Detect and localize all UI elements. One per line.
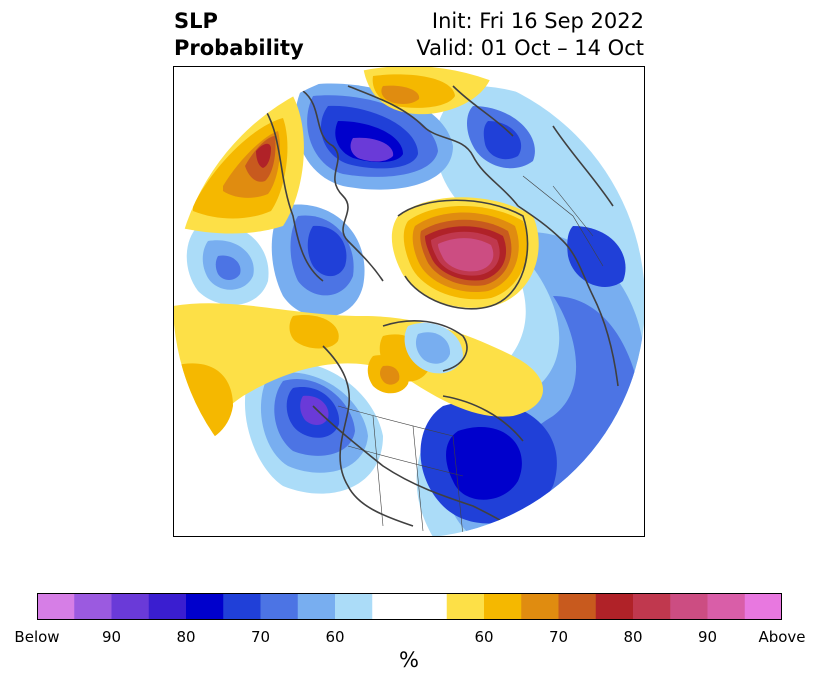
- colorbar-cell: [74, 593, 112, 620]
- colorbar: [37, 593, 782, 620]
- colorbar-cell: [37, 593, 75, 620]
- colorbar-tick-label: 60: [474, 628, 494, 646]
- colorbar-cell: [335, 593, 373, 620]
- probability-field: [173, 66, 645, 537]
- valid-period: Init: Fri 16 Sep 2022 Valid: 01 Oct – 14…: [416, 8, 644, 62]
- colorbar-tick-label: Above: [758, 628, 806, 646]
- colorbar-cell: [260, 593, 299, 620]
- colorbar-cell: [744, 593, 782, 620]
- colorbar-tick-label: 80: [176, 628, 196, 646]
- colorbar-cell: [223, 593, 261, 620]
- colorbar-tick-label: 90: [697, 628, 718, 646]
- colorbar-cell: [372, 593, 448, 620]
- colorbar-cell: [297, 593, 336, 620]
- colorbar-tick-label: 90: [101, 628, 122, 646]
- borders: [337, 175, 604, 537]
- colorbar-cell: [595, 593, 634, 620]
- colorbar-cell: [521, 593, 559, 620]
- colorbar-cell: [446, 593, 485, 620]
- title-line-1: SLP: [174, 9, 218, 33]
- title-line-2: Probability: [174, 36, 304, 60]
- map-title: SLP Probability: [174, 8, 304, 62]
- colorbar-tick-label: Below: [14, 628, 60, 646]
- polar-map: [173, 66, 645, 537]
- colorbar-cell: [670, 593, 708, 620]
- colorbar-cell: [148, 593, 187, 620]
- colorbar-cell: [186, 593, 224, 620]
- colorbar-cell: [633, 593, 671, 620]
- valid-range: Valid: 01 Oct – 14 Oct: [416, 36, 644, 60]
- colorbar-unit: %: [399, 648, 419, 672]
- colorbar-tick-label: 80: [623, 628, 643, 646]
- init-date: Init: Fri 16 Sep 2022: [431, 9, 644, 33]
- colorbar-cell: [484, 593, 522, 620]
- colorbar-cell: [707, 593, 746, 620]
- map-border: [173, 66, 645, 537]
- colorbar-tick-label: 60: [325, 628, 345, 646]
- colorbar-border: [37, 593, 782, 620]
- colorbar-tick-label: 70: [548, 628, 569, 646]
- colorbar-tick-label: 70: [250, 628, 271, 646]
- colorbar-cell: [558, 593, 597, 620]
- colorbar-cell: [111, 593, 150, 620]
